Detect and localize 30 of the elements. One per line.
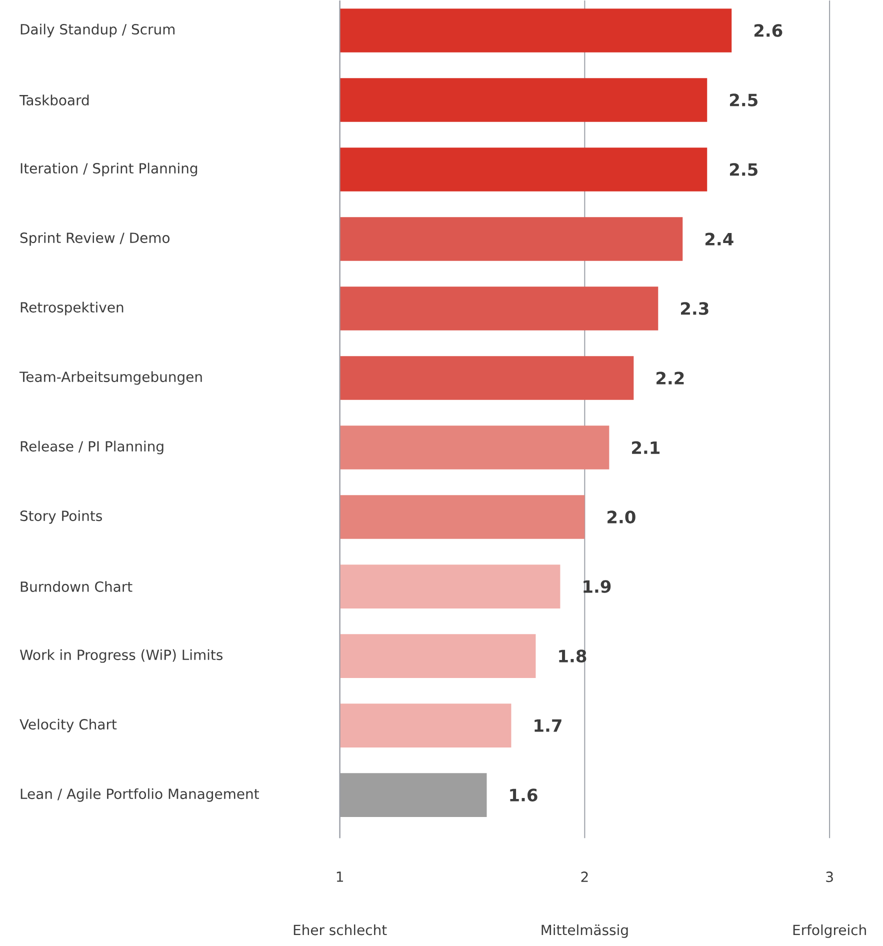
data-label: 2.4	[706, 232, 734, 246]
data-label: 1.8	[559, 650, 586, 662]
data-label: 2.5	[730, 94, 758, 106]
text: Erfolgreich	[794, 924, 866, 938]
y-tick-label: Team-Arbeitsumgebungen	[20, 371, 202, 385]
data-label: 1.9	[584, 580, 611, 593]
y-tick-label: Velocity Chart	[20, 718, 117, 732]
y-tick-label: Taskboard	[20, 94, 89, 106]
data-label: 1.6	[510, 788, 538, 802]
data-label: 2.2	[656, 372, 684, 384]
y-tick-label: Lean / Agile Portfolio Management	[21, 788, 260, 802]
data-label: 2.0	[608, 510, 636, 524]
y-tick-label: Release / PI Planning	[21, 440, 164, 454]
data-label: 2.6	[754, 24, 782, 37]
y-tick-label: Work in Progress (WiP) Limits	[20, 649, 223, 663]
y-tick-label: Iteration / Sprint Planning	[21, 162, 198, 176]
text: Mittelmässig	[542, 924, 628, 938]
x-tick-label: 2	[582, 872, 588, 882]
data-label: 2.3	[681, 302, 709, 315]
y-tick-label: Daily Standup / Scrum	[21, 24, 175, 38]
data-label: 2.1	[632, 441, 660, 454]
y-tick-label: Sprint Review / Demo	[20, 232, 170, 246]
y-tick-label: Burndown Chart	[21, 581, 132, 592]
data-label: 1.7	[534, 719, 562, 732]
x-tick-label: 3	[826, 872, 834, 882]
x-tick-label: 1	[337, 872, 344, 882]
y-tick-label: Story Points	[20, 510, 102, 524]
text: Eher schlecht	[294, 924, 388, 936]
data-label: 2.5	[730, 163, 758, 176]
y-tick-label: Retrospektiven	[21, 302, 124, 316]
